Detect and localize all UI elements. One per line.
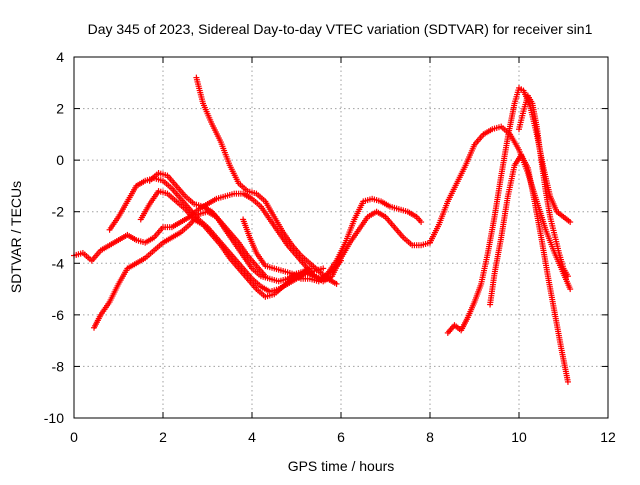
x-tick-label: 12 [600,429,616,445]
x-tick-label: 4 [248,429,256,445]
data-point [567,286,574,293]
x-tick-labels: 0 2 4 6 8 10 12 [70,429,616,445]
data-point [333,280,340,287]
data-point [320,265,327,272]
x-tick-label: 10 [511,429,527,445]
y-tick-label: -2 [52,204,65,220]
data-point [567,219,574,226]
data-point [564,378,571,385]
x-tick-label: 2 [159,429,167,445]
y-tick-labels: -10 -8 -6 -4 -2 0 2 4 [44,49,64,426]
y-tick-label: -10 [44,410,64,426]
y-tick-label: 4 [56,49,64,65]
x-tick-label: 8 [426,429,434,445]
chart-title: Day 345 of 2023, Sidereal Day-to-day VTE… [88,21,593,37]
data-point [418,219,425,226]
y-axis-label: SDTVAR / TECUs [8,181,24,293]
y-tick-label: -8 [52,358,65,374]
y-tick-label: -6 [52,307,65,323]
data-point [564,273,571,280]
x-tick-label: 6 [337,429,345,445]
y-tick-label: -4 [52,255,65,271]
y-tick-label: 2 [56,101,64,117]
data-point [306,265,313,272]
plot-frame [73,56,609,419]
data-point [262,273,269,280]
x-tick-label: 0 [70,429,78,445]
y-tick-label: 0 [56,152,64,168]
x-axis-label: GPS time / hours [288,458,395,474]
data-points [71,74,574,385]
